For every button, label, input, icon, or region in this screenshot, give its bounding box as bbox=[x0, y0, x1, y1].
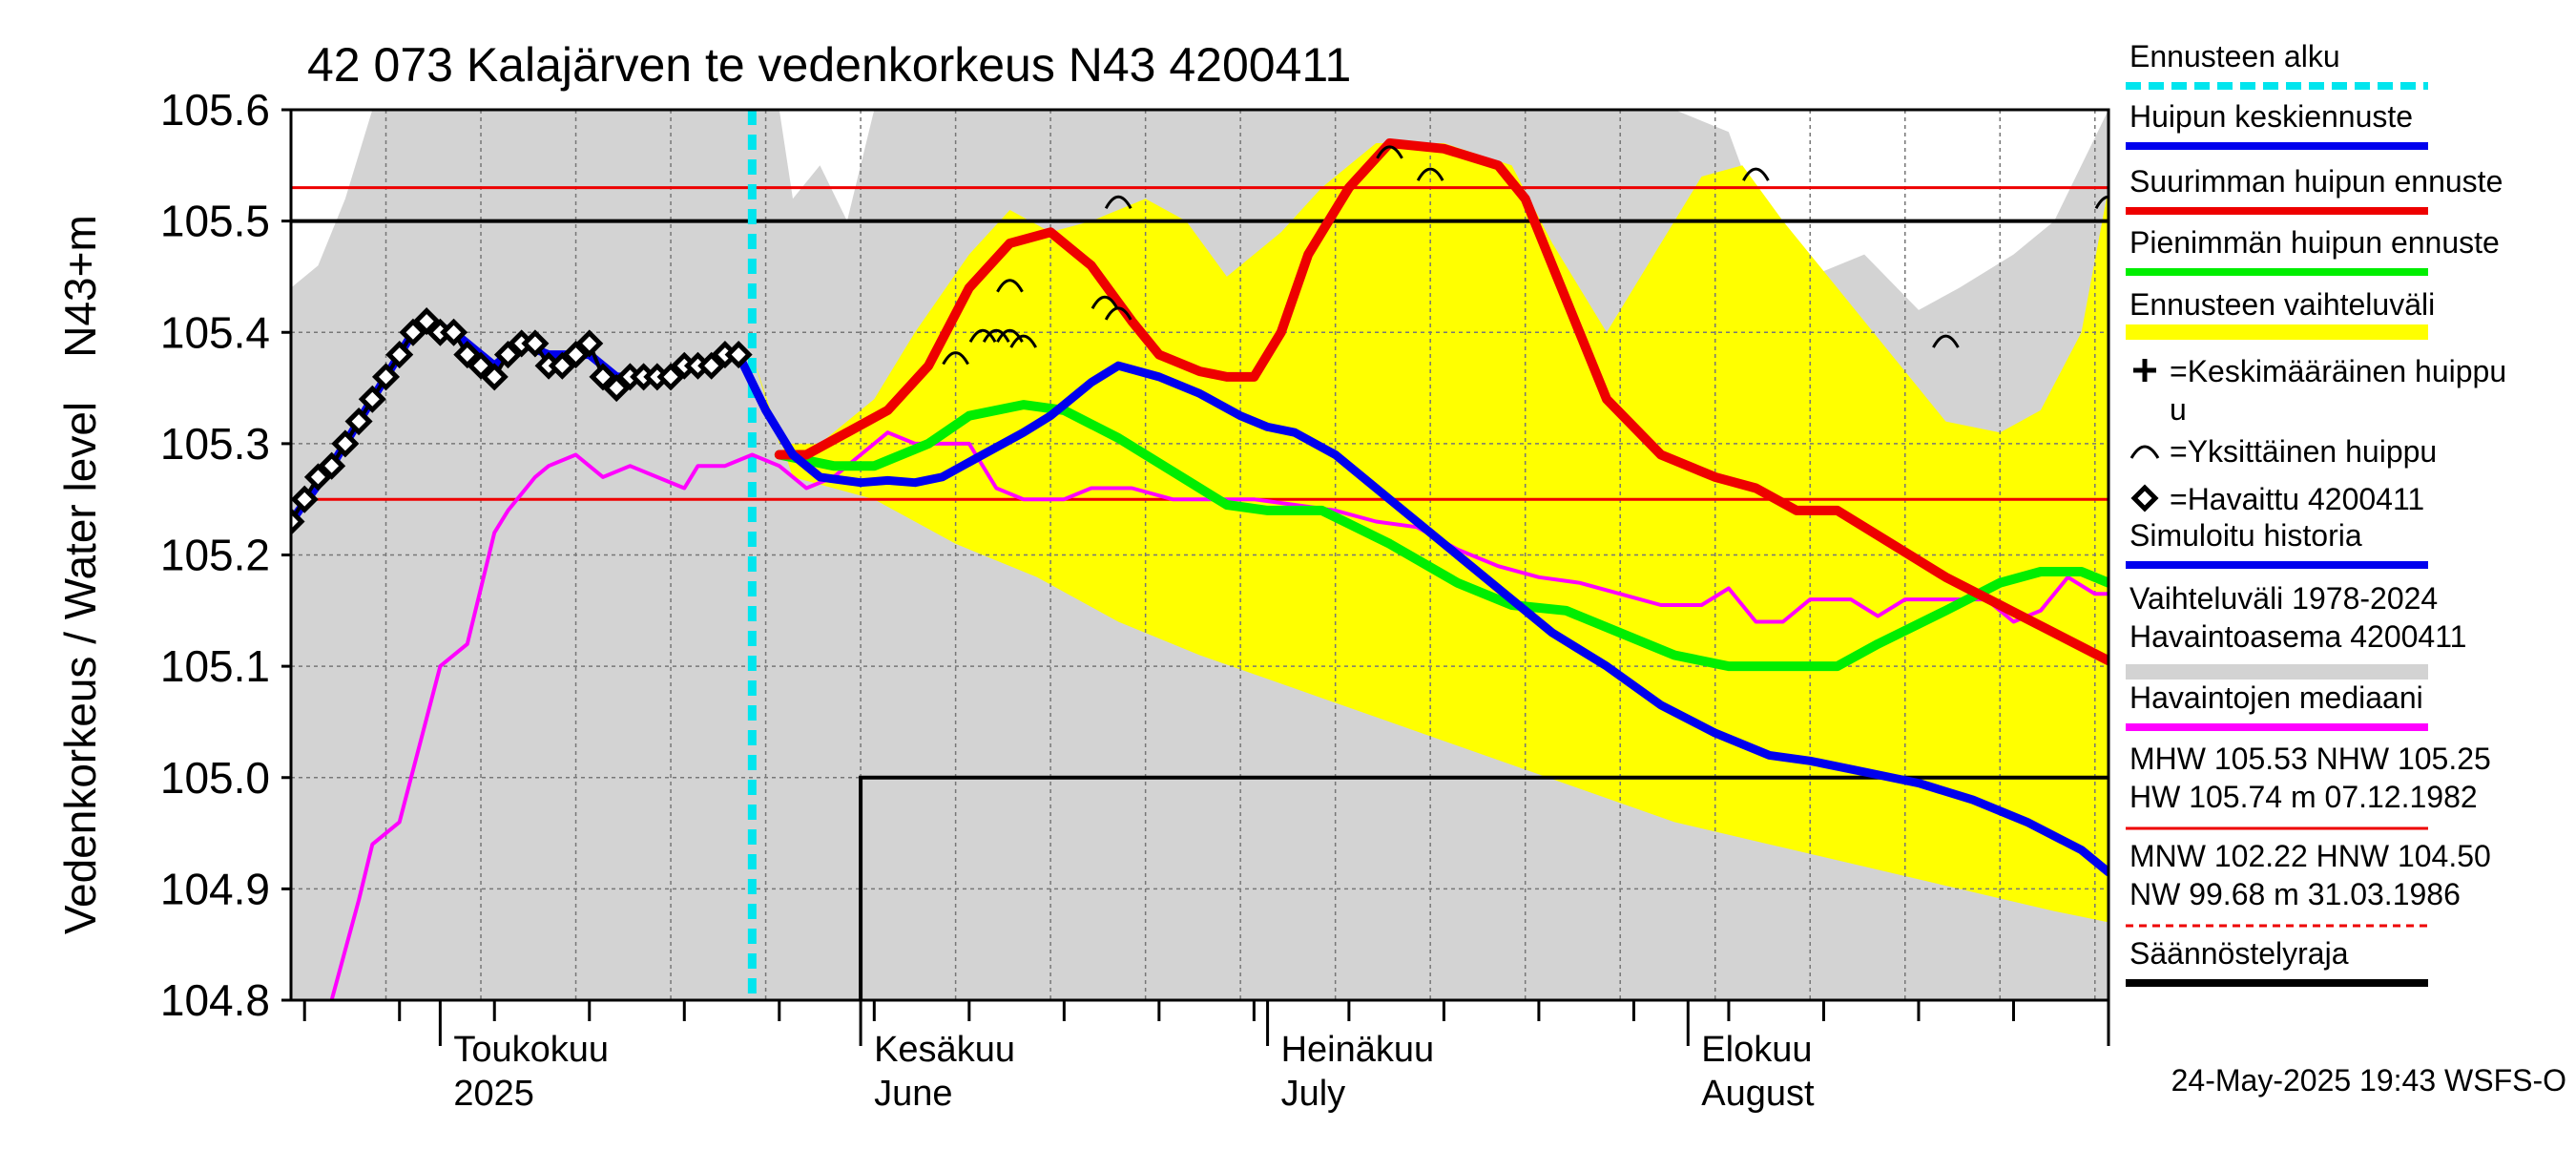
y-axis-label-top: N43+m bbox=[55, 215, 105, 358]
observed-point bbox=[493, 341, 522, 369]
y-tick-label: 105.3 bbox=[160, 419, 270, 469]
observed-point bbox=[548, 351, 576, 380]
legend-label: Pienimmän huipun ennuste bbox=[2129, 225, 2500, 260]
legend-label-secondary: HW 105.74 m 07.12.1982 bbox=[2129, 780, 2478, 814]
y-tick-label: 104.9 bbox=[160, 864, 270, 913]
observed-point bbox=[467, 351, 495, 380]
observed-point bbox=[318, 451, 346, 480]
month-label: Heinäkuu bbox=[1281, 1030, 1435, 1070]
observed-point bbox=[344, 408, 373, 436]
legend-swatch bbox=[2126, 664, 2428, 680]
legend-label: MHW 105.53 NHW 105.25 bbox=[2129, 742, 2491, 776]
observed-point bbox=[440, 318, 468, 346]
y-tick-label: 105.6 bbox=[160, 85, 270, 135]
observed-point bbox=[480, 363, 509, 391]
observed-point bbox=[399, 318, 427, 346]
legend-label-secondary: Havaintoasema 4200411 bbox=[2129, 619, 2466, 654]
legend-symbol-arc bbox=[2129, 445, 2160, 459]
regulation-limit-line bbox=[859, 775, 2109, 1000]
legend-label: Ennusteen alku bbox=[2129, 39, 2340, 73]
y-tick-label: 105.2 bbox=[160, 531, 270, 580]
chart-title: 42 073 Kalajärven te vedenkorkeus N43 42… bbox=[307, 38, 1351, 92]
observed-point bbox=[724, 341, 753, 369]
single-peak-marker bbox=[1742, 167, 1770, 181]
month-label: Toukokuu bbox=[453, 1030, 609, 1070]
observed-point bbox=[371, 363, 401, 391]
forecast-max-series bbox=[774, 138, 2109, 666]
observed-point bbox=[291, 485, 319, 513]
observed-point bbox=[602, 374, 631, 403]
y-tick-label: 105.4 bbox=[160, 307, 270, 357]
y-tick-label: 105.5 bbox=[160, 197, 270, 246]
observed-point bbox=[358, 385, 386, 413]
single-peak-marker bbox=[996, 328, 1024, 343]
single-peak-marker bbox=[2094, 195, 2109, 210]
month-label: Elokuu bbox=[1701, 1030, 1812, 1070]
observed-point bbox=[521, 329, 550, 358]
observed-point bbox=[453, 341, 482, 369]
observed-point bbox=[303, 463, 332, 491]
single-peak-marker bbox=[1416, 167, 1444, 181]
single-peak-marker bbox=[1104, 306, 1132, 321]
single-peak-marker bbox=[996, 279, 1024, 293]
month-label-secondary: June bbox=[874, 1074, 952, 1114]
legend-label: Suurimman huipun ennuste bbox=[2129, 164, 2503, 199]
single-peak-marker bbox=[1376, 145, 1403, 159]
y-tick-label: 104.8 bbox=[160, 975, 270, 1025]
observed-point bbox=[697, 351, 726, 380]
legend-label: Vaihteluväli 1978-2024 bbox=[2129, 581, 2438, 616]
single-peak-marker bbox=[1091, 295, 1119, 310]
observed-point bbox=[589, 363, 617, 391]
month-label-secondary: August bbox=[1701, 1074, 1815, 1114]
single-peak-marker bbox=[968, 328, 997, 343]
observed-point bbox=[412, 307, 441, 336]
forecast-min-series bbox=[774, 400, 2109, 672]
legend-label: Havaintojen mediaani bbox=[2129, 680, 2423, 715]
legend-label: Ennusteen vaihteluväli bbox=[2129, 287, 2435, 322]
single-peak-marker bbox=[1009, 334, 1038, 348]
single-peak-marker bbox=[942, 351, 969, 366]
month-label-secondary: July bbox=[1281, 1074, 1346, 1114]
median-series bbox=[329, 430, 2109, 1000]
legend-label: MNW 102.22 HNW 104.50 bbox=[2129, 839, 2491, 873]
y-tick-label: 105.1 bbox=[160, 641, 270, 691]
y-tick-label: 105.0 bbox=[160, 753, 270, 803]
legend-swatch bbox=[2126, 324, 2428, 340]
legend-label: =Keskimääräinen huippu bbox=[2170, 354, 2506, 388]
legend-label: =Yksittäinen huippu bbox=[2170, 434, 2437, 469]
legend-label: =Havaittu 4200411 bbox=[2170, 482, 2424, 516]
legend-label: Simuloitu historia bbox=[2129, 518, 2362, 553]
single-peak-marker bbox=[1932, 334, 1960, 348]
legend-symbol-plus bbox=[2133, 359, 2156, 382]
observed-point bbox=[385, 341, 414, 369]
single-peak-marker bbox=[1104, 195, 1132, 210]
timestamp: 24-May-2025 19:43 WSFS-O bbox=[2171, 1063, 2566, 1098]
forecast-mean-series bbox=[734, 350, 2109, 877]
y-axis-label: Vedenkorkeus / Water level bbox=[55, 402, 105, 934]
legend-label: Säännöstelyraja bbox=[2129, 936, 2349, 971]
legend-symbol-diamond bbox=[2130, 484, 2159, 512]
observed-point bbox=[575, 329, 604, 358]
month-label: Kesäkuu bbox=[874, 1030, 1015, 1070]
observed-point bbox=[331, 429, 360, 458]
observed-point bbox=[291, 507, 305, 536]
legend: Ennusteen alku Huipun keskiennuste Suurimm… bbox=[2126, 39, 2506, 987]
observed-point bbox=[656, 363, 685, 391]
month-label-secondary: 2025 bbox=[453, 1074, 534, 1114]
legend-label-secondary: NW 99.68 m 31.03.1986 bbox=[2129, 877, 2461, 911]
observed-point bbox=[562, 341, 591, 369]
legend-label: Huipun keskiennuste bbox=[2129, 99, 2413, 134]
single-peak-marker bbox=[982, 328, 1010, 343]
legend-label-secondary: u bbox=[2170, 392, 2187, 427]
